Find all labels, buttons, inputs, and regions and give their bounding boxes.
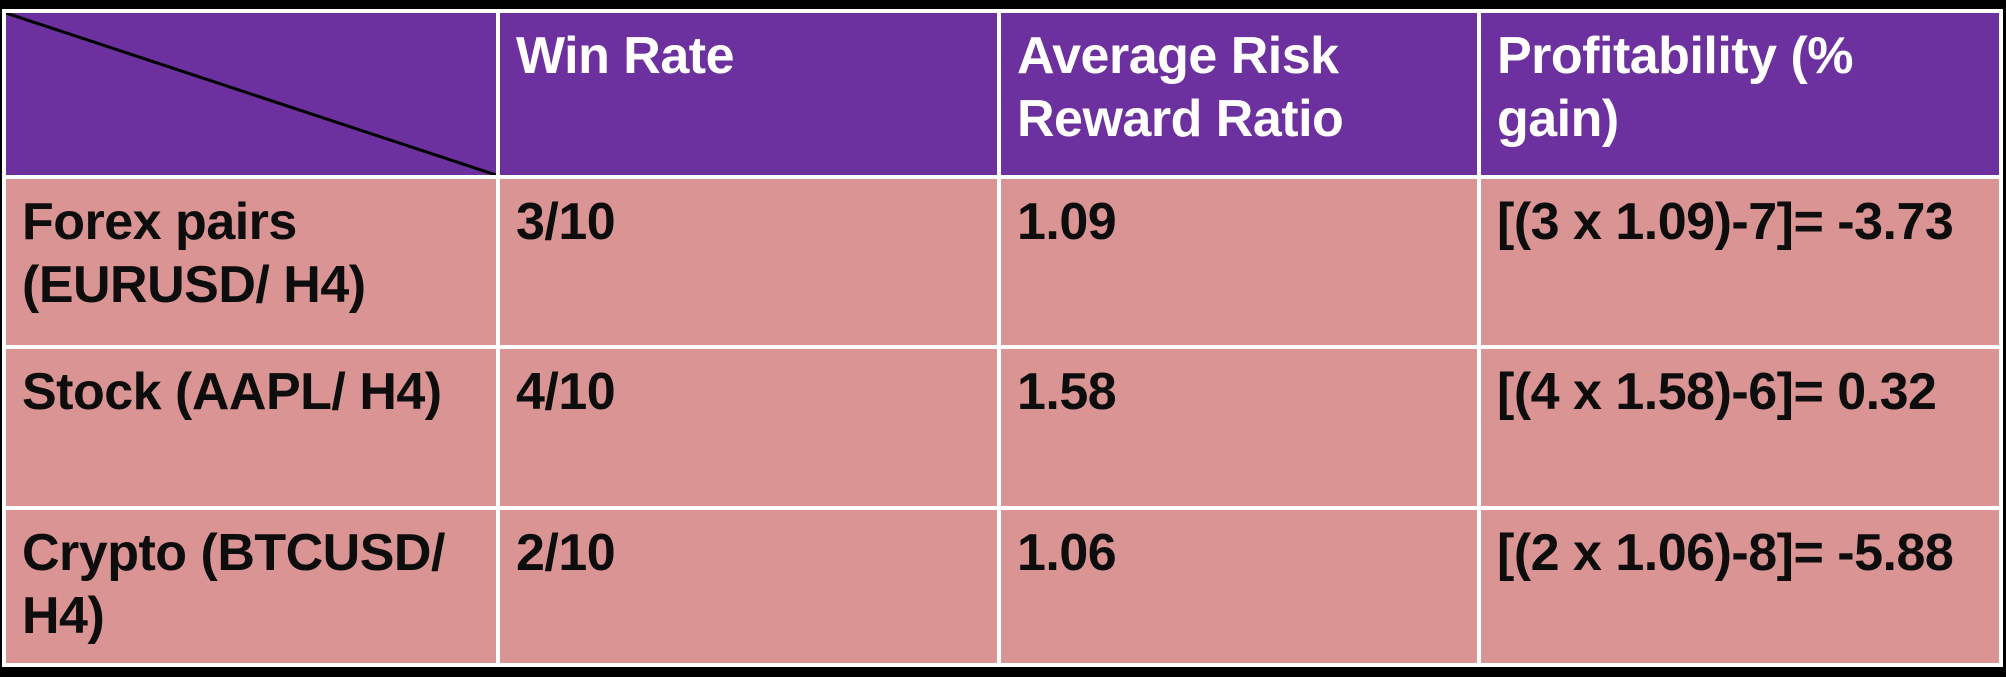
cell-crypto-profitability-text: [(2 x 1.06)-8]= -5.88	[1497, 524, 1954, 582]
cell-forex-profitability: [(3 x 1.09)-7]= -3.73	[1481, 179, 1999, 345]
row-label-crypto-text: Crypto (BTCUSD/ H4)	[22, 524, 445, 646]
header-label-avg-risk-reward: Average Risk Reward Ratio	[1017, 27, 1344, 149]
header-label-win-rate: Win Rate	[516, 27, 735, 85]
header-label-profitability: Profitability (% gain)	[1497, 27, 1854, 149]
cell-stock-win-rate: 4/10	[500, 349, 997, 506]
cell-forex-win-rate: 3/10	[500, 179, 997, 345]
cell-forex-avg-rr: 1.09	[1001, 179, 1477, 345]
row-label-forex-text: Forex pairs (EURUSD/ H4)	[22, 193, 366, 315]
cell-stock-avg-rr-text: 1.58	[1017, 363, 1117, 421]
cell-stock-profitability: [(4 x 1.58)-6]= 0.32	[1481, 349, 1999, 506]
header-cell-win-rate: Win Rate	[500, 13, 997, 175]
cell-forex-win-rate-text: 3/10	[516, 193, 616, 251]
diagonal-divider-icon	[6, 13, 496, 175]
row-label-stock: Stock (AAPL/ H4)	[6, 349, 496, 506]
cell-forex-profitability-text: [(3 x 1.09)-7]= -3.73	[1497, 193, 1954, 251]
performance-table: Win Rate Average Risk Reward Ratio Profi…	[6, 13, 1999, 663]
cell-crypto-win-rate-text: 2/10	[516, 524, 616, 582]
corner-cell	[6, 13, 496, 175]
cell-crypto-avg-rr-text: 1.06	[1017, 524, 1117, 582]
row-label-stock-text: Stock (AAPL/ H4)	[22, 363, 442, 421]
cell-stock-win-rate-text: 4/10	[516, 363, 616, 421]
cell-forex-avg-rr-text: 1.09	[1017, 193, 1117, 251]
row-label-crypto: Crypto (BTCUSD/ H4)	[6, 510, 496, 663]
header-cell-avg-risk-reward: Average Risk Reward Ratio	[1001, 13, 1477, 175]
header-cell-profitability: Profitability (% gain)	[1481, 13, 1999, 175]
cell-crypto-avg-rr: 1.06	[1001, 510, 1477, 663]
row-label-forex: Forex pairs (EURUSD/ H4)	[6, 179, 496, 345]
cell-stock-profitability-text: [(4 x 1.58)-6]= 0.32	[1497, 363, 1937, 421]
cell-crypto-win-rate: 2/10	[500, 510, 997, 663]
cell-crypto-profitability: [(2 x 1.06)-8]= -5.88	[1481, 510, 1999, 663]
cell-stock-avg-rr: 1.58	[1001, 349, 1477, 506]
